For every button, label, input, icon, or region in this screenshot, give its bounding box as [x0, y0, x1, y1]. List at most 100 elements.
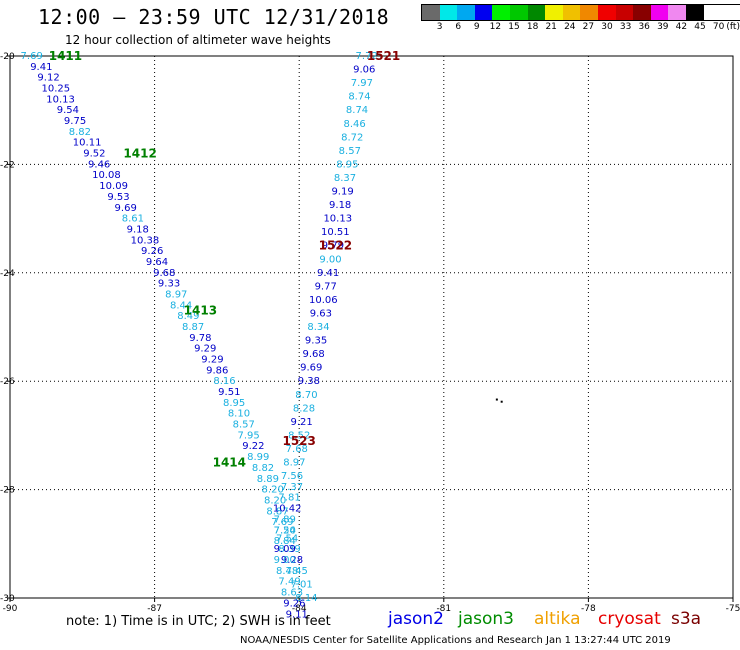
wave-height-value: 9.75: [64, 116, 86, 127]
color-swatch: [650, 5, 669, 20]
color-swatch: [668, 5, 686, 20]
color-swatch: [633, 5, 651, 20]
wave-height-value: 9.26: [141, 246, 163, 257]
color-swatch: [580, 5, 598, 20]
wave-height-value: 9.18: [329, 200, 351, 211]
wave-height-value: 10.13: [46, 94, 75, 105]
wave-height-value: 8.95: [223, 398, 245, 409]
wave-height-value: 9.69: [115, 203, 137, 214]
color-scale-label: 33: [619, 22, 632, 32]
map-subtitle: 12 hour collection of altimeter wave hei…: [65, 33, 331, 47]
y-tick-label: -28: [0, 486, 15, 496]
wave-height-value: 8.57: [339, 146, 361, 157]
wave-height-value: 9.64: [146, 257, 168, 268]
wave-height-value: 9.79: [322, 241, 344, 252]
map-title: 12:00 – 23:59 UTC 12/31/2018: [38, 5, 390, 29]
wave-height-value: 10.09: [99, 181, 128, 192]
color-scale-labels: 3 6 9 12 15 18 21 24 27 30 33 36 39 42 45 70 (ft): [421, 21, 740, 35]
wave-height-value: 8.16: [213, 376, 235, 387]
wave-height-value: 8.48: [276, 566, 298, 577]
wave-height-value: 8.72: [341, 132, 363, 143]
wave-height-values: 7.699.419.1210.2510.139.549.758.8210.119…: [21, 51, 378, 620]
wave-height-value: 9.26: [283, 598, 305, 609]
wave-height-value: 8.97: [283, 458, 305, 469]
wave-height-value: 10.11: [73, 138, 102, 149]
wave-height-value: 8.14: [295, 593, 317, 604]
wave-height-value: 9.46: [88, 159, 110, 170]
plot-frame: [9, 55, 734, 599]
color-scale-label: 42: [675, 22, 688, 32]
wave-height-value: 8.61: [122, 214, 144, 225]
wave-height-value: 10.08: [92, 170, 121, 181]
wave-height-value: 9.41: [30, 62, 52, 73]
wave-height-value: 9.00: [274, 555, 296, 566]
wave-height-value: 9.69: [300, 363, 322, 374]
wave-height-value: 7.69: [21, 51, 43, 62]
wave-height-value: 9.00: [319, 254, 341, 265]
wave-height-value: 9.38: [298, 376, 320, 387]
wave-height-value: 8.57: [233, 420, 255, 431]
satellite-legend-s3a: s3a: [671, 609, 702, 629]
wave-height-value: 9.54: [57, 105, 79, 116]
color-scale-label: 27: [582, 22, 595, 32]
wave-height-value: 9.21: [290, 417, 312, 428]
color-scale-label: 36: [638, 22, 650, 32]
wave-height-value: 8.84: [274, 536, 296, 547]
color-swatch: [527, 5, 546, 20]
color-scale-label: 21: [545, 22, 557, 32]
x-tick-label: -75: [726, 604, 740, 614]
wave-height-value: 8.46: [343, 119, 365, 130]
color-swatch: [597, 5, 616, 20]
color-swatch: [545, 5, 563, 20]
wave-height-value: 8.10: [228, 409, 250, 420]
color-swatch: [685, 5, 704, 20]
wave-height-value: 9.11: [286, 609, 308, 620]
wave-height-value: 8.49: [177, 311, 199, 322]
wave-height-value: 9.77: [315, 281, 337, 292]
color-scale-label: 9: [473, 22, 480, 32]
wave-height-value: 8.95: [336, 159, 358, 170]
wave-height-value: 9.29: [194, 344, 216, 355]
satellite-legend-jason3: jason3: [458, 609, 514, 629]
wave-height-value: 9.33: [158, 279, 180, 290]
wave-height-value: 8.44: [170, 300, 192, 311]
wave-height-value: 7.97: [351, 78, 373, 89]
x-tick-label: -78: [581, 604, 596, 614]
color-scale-label: 45: [694, 22, 706, 32]
color-swatch: [422, 5, 440, 20]
satellite-legend-jason2: jason2: [388, 609, 444, 629]
pass-number-label: 1413: [184, 304, 217, 318]
color-scale-label: 30: [601, 22, 613, 32]
wave-height-value: 9.12: [37, 73, 59, 84]
wave-height-value: 7.37: [281, 482, 303, 493]
wave-height-value: 8.89: [257, 474, 279, 485]
y-tick-label: -20: [0, 52, 15, 62]
pass-number-label: 1412: [123, 147, 156, 161]
y-tick-label: -26: [0, 377, 15, 387]
wave-height-value: 9.18: [127, 224, 149, 235]
wave-height-value: 8.82: [69, 127, 91, 138]
wave-height-value: 10.42: [273, 504, 302, 515]
wave-height-value: 8.20: [264, 495, 286, 506]
wave-height-value: 9.68: [303, 349, 325, 360]
wave-height-value: 8.97: [165, 289, 187, 300]
color-scale-label: 24: [564, 22, 576, 32]
wave-height-value: 7.54: [274, 525, 296, 536]
map-axes: -90 -87 -84 -81 -78 -75 -20 -22 -24 -26 -28 -30: [0, 52, 740, 614]
wave-height-value: 10.51: [321, 227, 350, 238]
wave-height-value: 7.45: [286, 566, 308, 577]
wave-height-value: 8.39: [278, 544, 300, 555]
wave-height-value: 9.22: [242, 441, 264, 452]
satellite-legend-altika: altika: [534, 609, 581, 629]
color-swatch: [492, 5, 510, 20]
credit-line: NOAA/NESDIS Center for Satellite Applica…: [240, 635, 671, 646]
wave-height-value: 7.01: [290, 579, 312, 590]
color-scale-label: (ft): [726, 22, 740, 32]
wave-height-value: 8.70: [295, 390, 317, 401]
wave-height-value: 8.34: [307, 322, 329, 333]
x-tick-label: -87: [147, 604, 162, 614]
pass-number-label: 1522: [319, 239, 352, 253]
wave-height-value: 10.13: [323, 214, 352, 225]
island-marker: [495, 398, 498, 401]
